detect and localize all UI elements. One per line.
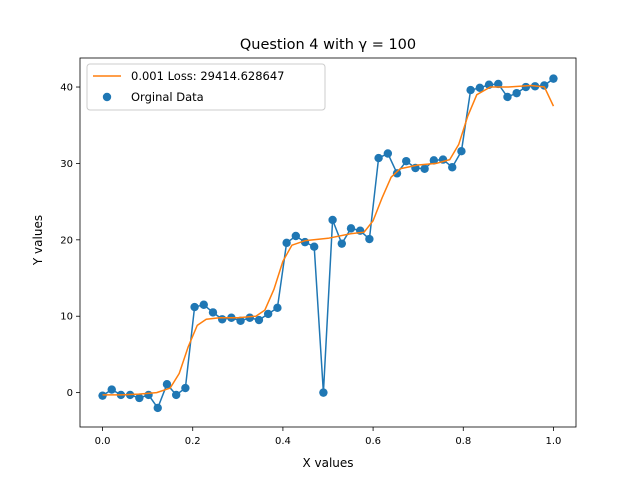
data-point <box>162 380 172 389</box>
legend-label-fit: 0.001 Loss: 29414.628647 <box>131 69 284 83</box>
data-point <box>512 88 521 98</box>
legend-label-data: Orginal Data <box>131 90 204 104</box>
x-tick-label: 0.4 <box>275 436 291 447</box>
y-tick-label: 20 <box>60 235 73 246</box>
x-tick-label: 0.8 <box>455 436 471 447</box>
x-axis-label: X values <box>302 456 353 470</box>
y-tick-label: 30 <box>60 159 73 170</box>
data-point <box>310 242 319 251</box>
data-point <box>457 147 466 156</box>
data-point <box>383 149 393 158</box>
data-point <box>521 82 531 92</box>
data-point <box>319 388 328 397</box>
data-point <box>503 92 512 102</box>
y-axis-label: Y values <box>31 215 45 266</box>
x-tick-label: 1.0 <box>546 436 562 447</box>
x-tick-label: 0.2 <box>185 436 201 447</box>
data-point <box>365 234 374 244</box>
data-point <box>291 231 301 241</box>
chart-title: Question 4 with γ = 100 <box>240 37 416 53</box>
x-tick-label: 0.0 <box>95 436 111 447</box>
data-point <box>392 169 402 178</box>
data-point <box>208 308 218 317</box>
data-point <box>217 315 227 324</box>
data-point <box>466 85 475 95</box>
data-point <box>171 390 181 400</box>
data-point <box>236 316 245 326</box>
data-point <box>199 300 208 309</box>
data-point <box>337 239 346 248</box>
data-point <box>448 163 457 172</box>
data-point <box>540 81 549 90</box>
data-point <box>494 79 503 89</box>
data-point <box>144 390 153 400</box>
y-tick-label: 10 <box>60 312 73 323</box>
axes-frame <box>79 57 577 428</box>
legend-marker-swatch <box>102 92 112 102</box>
data-point <box>475 83 485 93</box>
data-point <box>107 385 116 394</box>
data-point <box>549 74 558 83</box>
data-point <box>273 303 282 313</box>
y-tick-label: 0 <box>67 388 73 399</box>
data-point <box>346 224 356 233</box>
data-point <box>263 309 273 319</box>
y-tick-label: 40 <box>60 83 73 94</box>
data-point <box>374 153 383 163</box>
data-point <box>98 391 107 400</box>
data-point <box>429 156 439 165</box>
legend-box <box>86 63 326 111</box>
data-point <box>245 313 254 322</box>
x-tick-label: 0.6 <box>365 436 381 447</box>
plot-area: 0.0 0.2 0.4 0.6 0.8 1.0 0 10 20 30 40 <box>60 57 577 447</box>
data-point <box>190 302 199 312</box>
data-point <box>254 315 264 325</box>
data-point <box>402 156 411 166</box>
data-point <box>181 383 190 393</box>
data-point <box>135 393 144 403</box>
data-point <box>153 403 162 413</box>
data-point <box>282 238 291 248</box>
legend: 0.001 Loss: 29414.628647 Orginal Data <box>86 63 326 111</box>
data-point <box>328 215 337 225</box>
fit-line <box>102 84 555 396</box>
data-point <box>420 164 429 173</box>
